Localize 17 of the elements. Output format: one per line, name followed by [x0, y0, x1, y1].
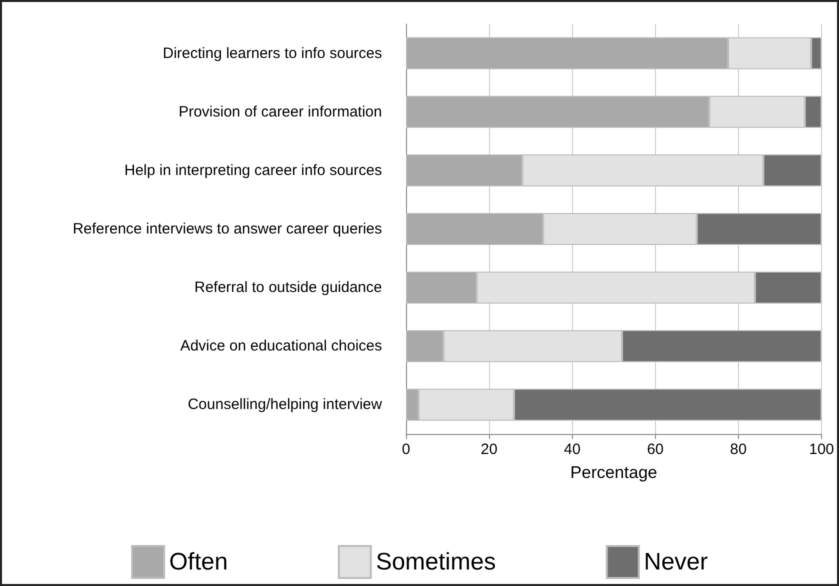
legend-label: Sometimes — [376, 548, 496, 576]
legend-label: Never — [644, 548, 708, 576]
x-tick-label: 60 — [646, 441, 664, 458]
x-tick-label: 0 — [402, 441, 410, 458]
y-tick-label: Counselling/helping interview — [188, 396, 382, 414]
y-tick-label: Referral to outside guidance — [194, 279, 382, 296]
y-tick-label: Reference interviews to answer career queries — [72, 220, 382, 238]
legend-label: Often — [169, 548, 228, 576]
x-tick-label: 40 — [564, 441, 581, 458]
x-tick-label: 20 — [480, 441, 498, 458]
x-tick-label: 80 — [730, 441, 747, 458]
x-tick-label: 100 — [808, 441, 834, 458]
y-tick-label: Directing learners to info sources — [162, 44, 382, 62]
y-tick-label: Help in interpreting career info sources — [124, 162, 382, 179]
y-tick-label: Advice on educational choices — [180, 338, 382, 355]
y-tick-label: Provision of career information — [178, 103, 382, 120]
x-axis-title: Percentage — [570, 463, 658, 482]
